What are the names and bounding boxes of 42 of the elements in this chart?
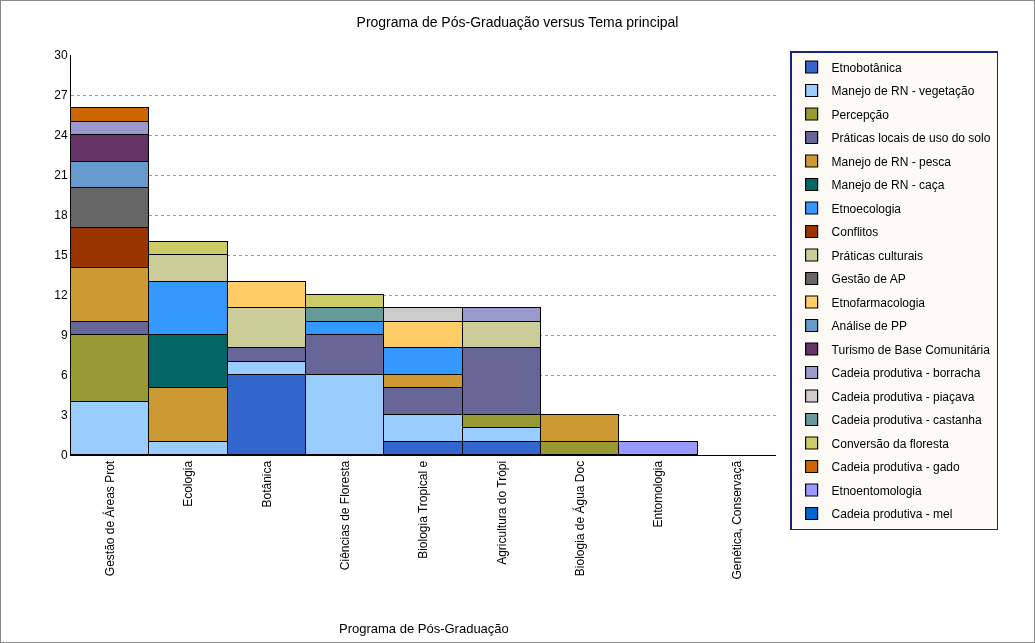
y-tick-label: 9 bbox=[60, 328, 68, 343]
legend-label: Práticas culturais bbox=[831, 248, 923, 263]
legend-label: Manejo de RN - vegetação bbox=[831, 84, 975, 99]
legend-label: Cadeia produtiva - mel bbox=[831, 507, 953, 522]
legend-label: Conflitos bbox=[831, 225, 879, 240]
y-tick-label: 24 bbox=[54, 128, 68, 143]
chart-title: Programa de Pós-Graduação versus Tema principal bbox=[356, 13, 679, 30]
legend-label: Gestão de AP bbox=[831, 272, 906, 287]
legend-label: Conversão da floresta bbox=[831, 436, 950, 451]
legend-label: Etnofarmacologia bbox=[831, 295, 926, 310]
legend-label: Cadeia produtiva - borracha bbox=[831, 366, 981, 381]
x-tick-label: Biologia Tropical e bbox=[416, 460, 431, 559]
y-tick-label: 30 bbox=[54, 48, 68, 63]
legend-label: Turismo de Base Comunitária bbox=[831, 342, 991, 357]
x-tick-label: Genética, Conservaçã bbox=[729, 460, 744, 580]
legend-label: Cadeia produtiva - gado bbox=[831, 460, 961, 475]
y-tick-label: 6 bbox=[60, 368, 68, 383]
x-tick-label: Ecologia bbox=[181, 460, 196, 507]
y-tick-label: 27 bbox=[54, 88, 68, 103]
y-tick-label: 21 bbox=[54, 168, 68, 183]
y-tick-label: 3 bbox=[60, 408, 68, 423]
x-tick-label: Ciências de Floresta bbox=[338, 460, 353, 571]
legend-label: Manejo de RN - caça bbox=[831, 178, 945, 193]
legend-label: Cadeia produtiva - piaçava bbox=[831, 389, 975, 404]
legend-label: Manejo de RN - pesca bbox=[831, 154, 952, 169]
legend-label: Percepção bbox=[831, 107, 890, 122]
x-tick-label: Agricultura do Trópi bbox=[494, 460, 509, 565]
x-tick-label: Entomologia bbox=[651, 460, 666, 528]
legend-label: Cadeia produtiva - castanha bbox=[831, 413, 983, 428]
x-tick-label: Biologia de Água Doc bbox=[572, 460, 588, 577]
x-tick-label: Botânica bbox=[259, 460, 274, 508]
x-tick-label: Gestão de Áreas Prot bbox=[102, 460, 118, 577]
legend-label: Etnobotânica bbox=[831, 60, 902, 75]
y-tick-label: 12 bbox=[54, 288, 68, 303]
legend-label: Análise de PP bbox=[831, 319, 907, 334]
legend-label: Etnoentomologia bbox=[831, 483, 922, 498]
y-tick-label: 18 bbox=[54, 208, 68, 223]
legend-label: Etnoecologia bbox=[831, 201, 902, 216]
legend-label: Práticas locais de uso do solo bbox=[831, 131, 991, 146]
y-tick-label: 15 bbox=[54, 248, 68, 263]
x-axis-title: Programa de Pós-Graduação bbox=[339, 621, 509, 636]
y-tick-label: 0 bbox=[60, 448, 68, 463]
